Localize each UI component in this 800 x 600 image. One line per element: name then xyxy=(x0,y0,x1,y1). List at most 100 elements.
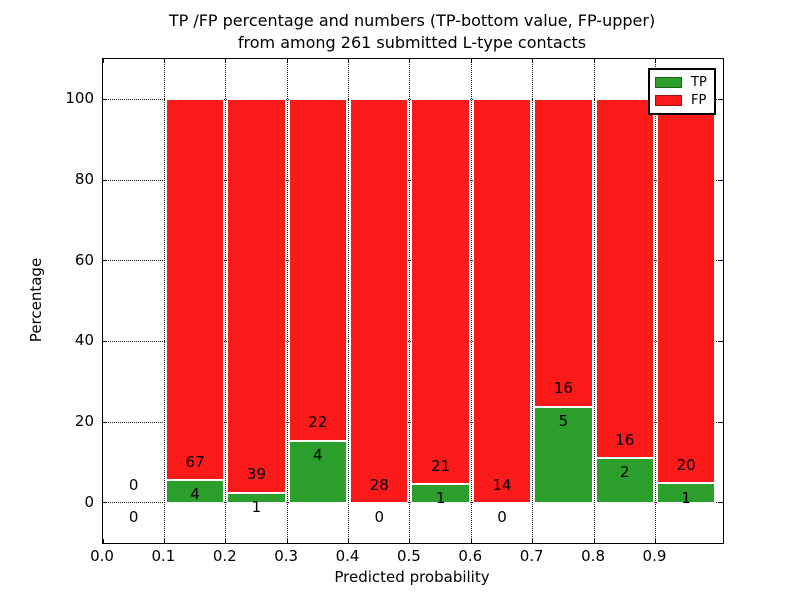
chart-title-line-1: TP /FP percentage and numbers (TP-bottom… xyxy=(168,11,656,30)
x-tick-mark xyxy=(102,59,104,63)
y-tick-mark xyxy=(103,421,107,423)
tp-bar xyxy=(165,479,225,503)
fp-bar xyxy=(534,99,593,407)
tp-count-label: 1 xyxy=(681,488,691,507)
fp-count-label: 14 xyxy=(492,475,512,494)
x-tick-mark xyxy=(470,59,472,63)
v-gridline xyxy=(225,59,227,543)
h-gridline xyxy=(103,502,723,504)
v-gridline xyxy=(286,59,288,543)
x-tick-mark xyxy=(163,539,165,543)
x-tick-mark xyxy=(348,539,350,543)
v-gridline xyxy=(654,59,656,543)
y-tick-mark xyxy=(103,340,107,342)
x-tick-label: 0.8 xyxy=(581,547,605,565)
fp-count-label: 28 xyxy=(369,475,389,494)
tp-count-label: 1 xyxy=(435,489,446,508)
tp-bar xyxy=(656,483,716,503)
v-gridline xyxy=(593,59,595,543)
y-tick-mark xyxy=(719,421,723,423)
fp-bar xyxy=(165,99,225,480)
tp-count-label: 4 xyxy=(190,485,200,504)
x-tick-label: 0.7 xyxy=(519,547,544,565)
y-axis-label: Percentage xyxy=(27,257,45,343)
legend-item-label: TP xyxy=(691,75,707,91)
v-gridline xyxy=(409,59,411,543)
x-tick-label: 0.3 xyxy=(274,547,299,565)
tp-bar xyxy=(595,457,654,503)
tp-count-label: 0 xyxy=(128,507,139,526)
legend-item-label: FP xyxy=(691,92,707,108)
legend-item: FP xyxy=(655,94,709,107)
x-tick-mark xyxy=(532,539,534,543)
x-tick-mark xyxy=(409,539,411,543)
y-tick-mark xyxy=(103,502,107,504)
fp-bar xyxy=(656,99,716,484)
fp-count-label: 67 xyxy=(185,452,205,471)
tp-bar xyxy=(411,484,470,503)
fp-bar xyxy=(227,99,286,493)
y-tick-mark xyxy=(719,179,723,181)
x-tick-mark xyxy=(163,59,165,63)
x-tick-mark xyxy=(225,59,227,63)
x-tick-label: 0.4 xyxy=(335,547,360,565)
fp-count-label: 22 xyxy=(308,413,328,432)
x-tick-mark xyxy=(409,59,411,63)
x-tick-mark xyxy=(593,539,595,543)
fp-count-label: 20 xyxy=(676,456,696,475)
x-axis-label: Predicted probability xyxy=(334,568,490,586)
y-tick-label: 20 xyxy=(74,412,94,430)
tp-count-label: 2 xyxy=(620,462,630,481)
fp-legend-swatch xyxy=(655,94,682,106)
y-tick-mark xyxy=(103,179,107,181)
fp-bar xyxy=(350,99,409,503)
tp-legend-swatch xyxy=(655,77,682,89)
x-tick-mark xyxy=(654,59,656,63)
tp-bar xyxy=(534,406,593,503)
fp-bar xyxy=(595,99,654,458)
y-tick-mark xyxy=(103,260,107,262)
tp-count-label: 0 xyxy=(374,507,385,526)
tp-count-label: 5 xyxy=(558,411,569,430)
legend: TP FP xyxy=(648,68,716,115)
tp-count-label: 1 xyxy=(251,497,262,516)
fp-bar xyxy=(288,99,348,441)
x-tick-label: 0.9 xyxy=(642,547,667,565)
x-tick-mark xyxy=(286,59,288,63)
x-tick-mark xyxy=(225,539,227,543)
plot-area: TP FP 0 0 67 4 39 1 22 4 28 0 21 1 14 0 16 5 16 2 20 1 xyxy=(102,58,724,544)
fp-count-label: 39 xyxy=(246,465,266,484)
x-tick-mark xyxy=(654,539,656,543)
x-tick-label: 0.6 xyxy=(458,547,483,565)
tp-bar xyxy=(227,492,286,503)
x-tick-mark xyxy=(470,539,472,543)
x-tick-label: 0.5 xyxy=(396,547,421,565)
y-tick-label: 100 xyxy=(65,89,94,108)
v-gridline xyxy=(532,59,534,543)
v-gridline xyxy=(348,59,350,543)
x-tick-mark xyxy=(348,59,350,63)
fp-count-label: 21 xyxy=(431,457,451,476)
fp-count-label: 16 xyxy=(553,379,573,398)
y-tick-label: 0 xyxy=(84,492,94,511)
x-tick-mark xyxy=(286,539,288,543)
fp-count-label: 16 xyxy=(615,430,635,449)
y-tick-label: 40 xyxy=(74,331,94,350)
x-tick-mark xyxy=(102,539,104,543)
chart-title-line-2: from among 261 submitted L-type contacts xyxy=(237,33,587,52)
y-tick-mark xyxy=(719,340,723,342)
x-tick-label: 0.0 xyxy=(90,547,114,565)
x-tick-mark xyxy=(532,59,534,63)
x-tick-mark xyxy=(593,59,595,63)
y-tick-mark xyxy=(719,502,723,504)
v-gridline xyxy=(470,59,472,543)
y-tick-label: 60 xyxy=(74,250,94,269)
y-tick-mark xyxy=(719,260,723,262)
x-tick-label: 0.1 xyxy=(151,547,176,565)
tp-count-label: 0 xyxy=(497,507,507,526)
x-tick-label: 0.2 xyxy=(212,547,237,565)
tp-bar xyxy=(288,440,348,503)
fp-bar xyxy=(411,99,470,485)
fp-count-label: 0 xyxy=(128,475,139,494)
